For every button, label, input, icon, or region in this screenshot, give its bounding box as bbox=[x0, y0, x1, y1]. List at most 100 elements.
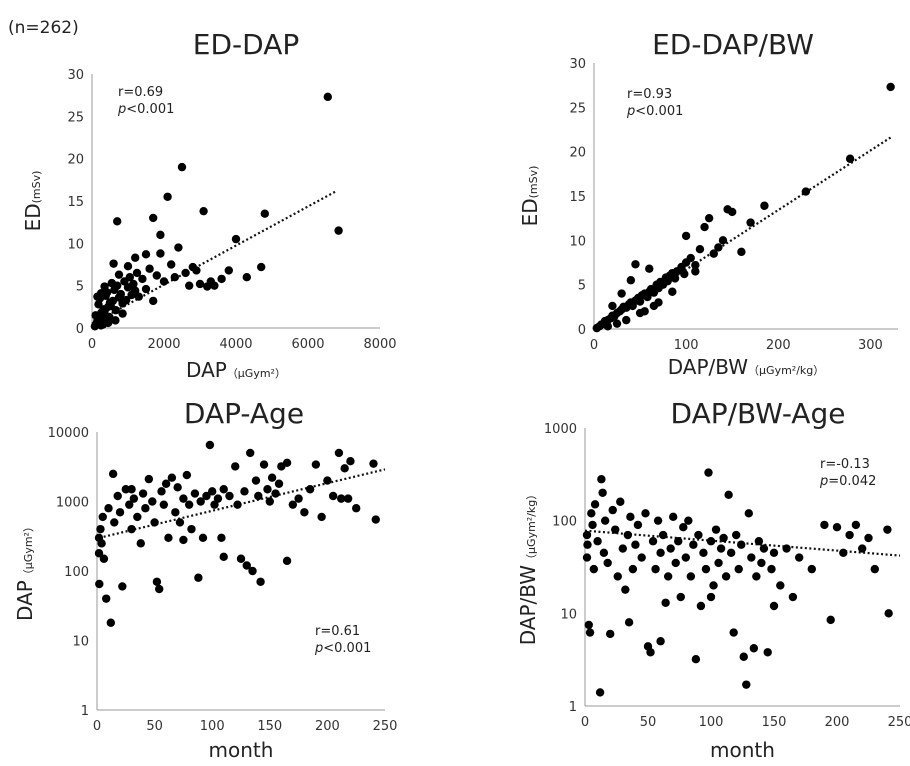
data-point bbox=[582, 553, 592, 562]
data-point bbox=[205, 440, 215, 450]
data-point bbox=[107, 278, 117, 288]
data-point bbox=[111, 306, 120, 315]
data-point bbox=[337, 494, 346, 503]
x-tick-label: 250 bbox=[373, 719, 398, 734]
data-point bbox=[724, 490, 733, 500]
data-point bbox=[98, 512, 107, 522]
data-point bbox=[152, 577, 162, 586]
data-point bbox=[155, 584, 164, 594]
y-tick-label: 10000 bbox=[48, 426, 89, 441]
data-point bbox=[680, 269, 689, 279]
data-point bbox=[106, 618, 116, 627]
data-point bbox=[689, 540, 698, 549]
data-point bbox=[788, 592, 798, 602]
y-tick-label: 30 bbox=[67, 68, 84, 83]
data-point bbox=[173, 483, 182, 492]
data-point bbox=[282, 556, 292, 566]
data-point bbox=[231, 462, 240, 471]
data-point bbox=[156, 249, 165, 258]
data-point bbox=[259, 460, 269, 469]
data-point bbox=[174, 243, 183, 252]
y-axis-label: DAP（μGym²） bbox=[13, 521, 37, 621]
data-point bbox=[91, 311, 100, 320]
y-tick-label: 0 bbox=[578, 323, 586, 338]
data-point bbox=[251, 476, 261, 485]
data-point bbox=[646, 648, 655, 657]
x-axis-label: month bbox=[710, 738, 775, 762]
data-point bbox=[801, 187, 811, 196]
data-point bbox=[711, 525, 721, 534]
y-tick-label: 25 bbox=[569, 101, 586, 116]
x-tick-label: 250 bbox=[888, 715, 910, 730]
data-point bbox=[616, 497, 625, 506]
data-point bbox=[767, 564, 776, 574]
data-point bbox=[167, 473, 177, 482]
data-point bbox=[884, 609, 893, 618]
data-point bbox=[651, 564, 660, 574]
data-point bbox=[739, 652, 748, 661]
data-point bbox=[826, 615, 835, 625]
data-point bbox=[198, 533, 208, 543]
data-point bbox=[311, 460, 321, 469]
data-point bbox=[832, 523, 842, 532]
data-point bbox=[666, 544, 675, 553]
data-point bbox=[149, 213, 158, 223]
data-point bbox=[116, 289, 126, 299]
data-point bbox=[196, 497, 205, 506]
data-point bbox=[742, 680, 751, 689]
data-point bbox=[747, 553, 756, 562]
data-point bbox=[706, 592, 716, 602]
data-point bbox=[583, 540, 592, 549]
x-tick-label: 0 bbox=[88, 337, 96, 352]
data-point bbox=[340, 464, 349, 473]
data-point bbox=[737, 540, 746, 549]
data-point bbox=[587, 509, 596, 518]
data-point bbox=[371, 515, 380, 524]
data-point bbox=[595, 688, 605, 697]
data-point bbox=[858, 544, 867, 553]
data-point bbox=[248, 566, 257, 576]
x-tick-label: 4000 bbox=[219, 337, 252, 352]
data-point bbox=[679, 523, 688, 532]
correlation-r: r=0.61 bbox=[315, 624, 360, 639]
data-point bbox=[109, 259, 118, 268]
data-point bbox=[600, 516, 610, 525]
data-point bbox=[870, 564, 879, 574]
x-axis-label: DAP（μGym²） bbox=[186, 358, 286, 382]
y-tick-label: 10 bbox=[569, 234, 586, 249]
y-tick-label: 10 bbox=[72, 635, 89, 650]
data-point bbox=[611, 525, 620, 534]
data-point bbox=[123, 261, 133, 271]
data-point bbox=[110, 518, 119, 527]
data-point bbox=[233, 500, 242, 509]
data-point bbox=[669, 512, 678, 522]
data-point bbox=[671, 558, 680, 568]
data-point bbox=[626, 512, 635, 522]
data-point bbox=[246, 448, 255, 458]
x-tick-label: 200 bbox=[766, 338, 791, 353]
data-point bbox=[323, 476, 332, 485]
data-point bbox=[749, 644, 759, 653]
data-point bbox=[706, 537, 716, 546]
y-axis-label: DAP/BW（μGym²/kg） bbox=[516, 489, 540, 646]
data-point bbox=[184, 500, 194, 509]
data-point bbox=[746, 218, 755, 227]
data-point bbox=[164, 533, 173, 543]
data-point bbox=[631, 540, 640, 549]
data-point bbox=[626, 276, 636, 285]
data-point bbox=[179, 535, 188, 545]
data-point bbox=[271, 489, 280, 498]
data-point bbox=[98, 320, 108, 329]
data-point bbox=[118, 309, 127, 318]
data-point bbox=[744, 509, 753, 518]
data-point bbox=[149, 296, 158, 306]
data-point bbox=[102, 594, 111, 603]
data-point bbox=[141, 284, 151, 294]
data-point bbox=[637, 553, 646, 562]
y-tick-label: 100 bbox=[552, 515, 577, 530]
y-tick-label: 25 bbox=[67, 110, 84, 125]
data-point bbox=[593, 537, 602, 546]
data-point bbox=[175, 518, 185, 527]
data-point bbox=[737, 247, 746, 257]
